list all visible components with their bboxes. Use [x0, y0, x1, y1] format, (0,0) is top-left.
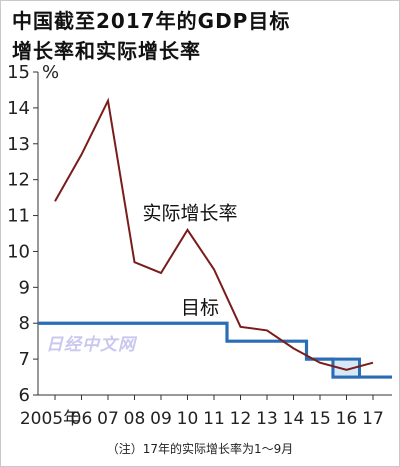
y-tick-label: 7 [19, 349, 30, 370]
y-tick-label: 11 [7, 206, 30, 227]
x-tick-label: 14 [283, 409, 305, 429]
x-tick-label: 13 [256, 409, 278, 429]
y-tick-label: 8 [19, 313, 30, 334]
x-tick-label: 15 [309, 409, 331, 429]
series-label-actual: 实际增长率 [143, 203, 238, 225]
watermark-logo: 日经中文网 [46, 335, 136, 355]
x-tick-label: 07 [97, 409, 119, 429]
y-unit-label: % [42, 62, 59, 83]
y-tick-label: 13 [7, 134, 30, 155]
y-tick-label: 12 [7, 170, 30, 191]
series-label-target: 目标 [181, 297, 219, 319]
x-tick-label: 12 [230, 409, 252, 429]
x-tick-label: 16 [336, 409, 358, 429]
x-tick-label: 06 [71, 409, 93, 429]
y-tick-label: 15 [7, 62, 30, 83]
x-tick-label: 11 [203, 409, 225, 429]
y-tick-label: 10 [7, 241, 30, 262]
x-tick-label: 2005年 [20, 409, 80, 429]
target-range-box-2016 [331, 357, 361, 379]
chart-footnote: （注）17年的实际增长率为1～9月 [106, 442, 294, 456]
x-tick-label: 08 [124, 409, 146, 429]
chart-title: 中国截至2017年的GDP目标 增长率和实际增长率 [12, 9, 291, 63]
x-tick-label: 09 [150, 409, 172, 429]
y-tick-label: 9 [19, 277, 30, 298]
y-tick-label: 14 [7, 98, 30, 119]
x-tick-label: 10 [177, 409, 199, 429]
chart-marks: 目标 实际增长率 [38, 97, 392, 379]
y-tick-label: 6 [19, 385, 30, 406]
x-tick-label: 17 [362, 409, 384, 429]
